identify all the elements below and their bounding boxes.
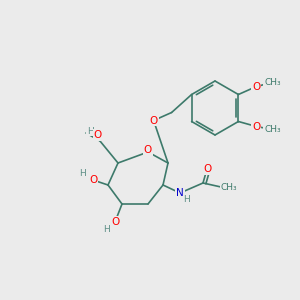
- Text: O: O: [149, 116, 158, 125]
- Text: O: O: [89, 175, 97, 185]
- Text: CH₃: CH₃: [221, 182, 237, 191]
- Text: H: H: [103, 224, 110, 233]
- Text: H: H: [87, 127, 93, 136]
- Text: O: O: [149, 116, 158, 125]
- Text: O: O: [252, 122, 260, 131]
- Text: O: O: [252, 82, 260, 92]
- Text: H: H: [80, 169, 86, 178]
- Text: O: O: [94, 130, 102, 140]
- Text: H: H: [184, 196, 190, 205]
- Text: O: O: [144, 145, 152, 155]
- Text: CH₃: CH₃: [264, 125, 281, 134]
- Text: O: O: [111, 217, 119, 227]
- Text: N: N: [176, 188, 184, 198]
- Text: CH₃: CH₃: [264, 78, 281, 87]
- Text: O: O: [203, 164, 211, 174]
